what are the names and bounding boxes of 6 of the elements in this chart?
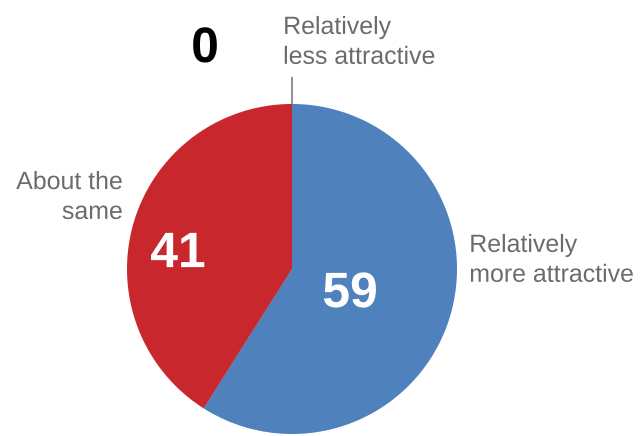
category-label: Relatively less attractive [284, 16, 434, 64]
data-label: 41 [151, 232, 204, 268]
data-label: 59 [324, 272, 376, 308]
slice-label: Relatively more attractive [470, 234, 633, 282]
slice-label: About the same [16, 170, 122, 220]
text: 0 [193, 27, 217, 63]
